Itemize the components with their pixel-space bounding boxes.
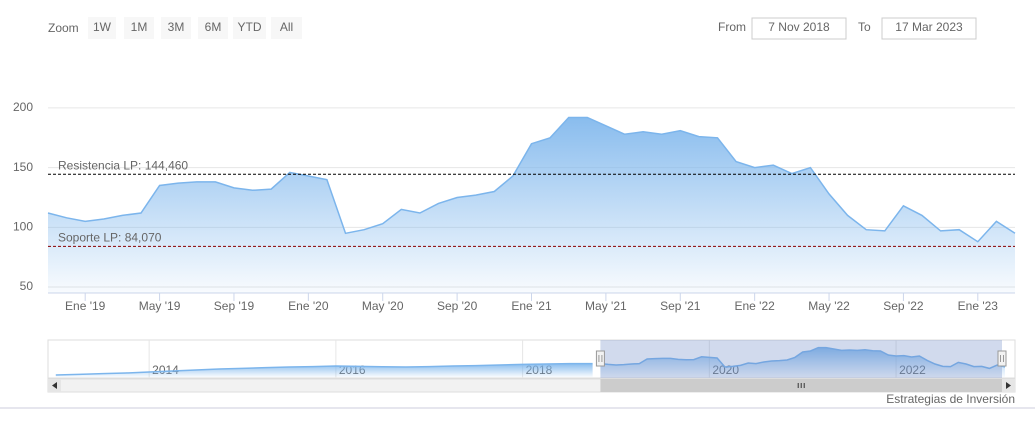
navigator-line: [600, 346, 1006, 370]
navigator-mask: [600, 340, 1002, 378]
y-tick-label: 100: [13, 219, 33, 233]
plot-line-label: Resistencia LP: 144,460: [58, 158, 188, 172]
zoom-button[interactable]: [271, 17, 302, 39]
zoom-button[interactable]: [124, 17, 154, 39]
from-label: From: [718, 20, 746, 34]
y-tick-label: 150: [13, 160, 33, 174]
zoom-button-label[interactable]: 1W: [93, 20, 112, 34]
x-tick-label: May '21: [585, 299, 627, 313]
credits: Estrategias de Inversión: [886, 392, 1015, 406]
zoom-button[interactable]: [198, 17, 228, 39]
navigator-area: [600, 347, 1005, 377]
scrollbar-grip: [797, 383, 805, 388]
line: [47, 116, 1016, 243]
plot-line-label: Soporte LP: 84,070: [58, 231, 162, 245]
x-tick-label: Sep '22: [883, 299, 924, 313]
handle-grip: [598, 355, 603, 362]
x-tick-label: Ene '19: [65, 299, 106, 313]
x-tick-label: Ene '20: [288, 299, 329, 313]
y-tick-label: 50: [20, 279, 34, 293]
zoom-button-label[interactable]: YTD: [238, 20, 262, 34]
x-tick-label: May '22: [808, 299, 850, 313]
y-tick-label: 200: [13, 100, 33, 114]
zoom-button-label[interactable]: All: [280, 20, 293, 34]
from-value[interactable]: 7 Nov 2018: [768, 20, 830, 34]
arrow-left: [52, 382, 57, 389]
x-tick-label: May '19: [139, 299, 181, 313]
from-input[interactable]: [751, 17, 847, 40]
handle-grip: [1000, 355, 1004, 362]
x-tick-label: Sep '21: [660, 299, 701, 313]
zoom-button[interactable]: [161, 17, 191, 39]
to-input[interactable]: [881, 17, 977, 40]
x-tick-label: Sep '19: [214, 299, 255, 313]
to-label: To: [858, 20, 871, 34]
x-tick-label: Ene '21: [511, 299, 552, 313]
zoom-button[interactable]: [88, 17, 116, 39]
zoom-label: Zoom: [48, 21, 79, 35]
to-value[interactable]: 17 Mar 2023: [895, 20, 963, 34]
zoom-button-label[interactable]: 3M: [168, 20, 185, 34]
zoom-button[interactable]: [233, 17, 266, 39]
x-tick-label: May '20: [362, 299, 404, 313]
x-tick-label: Ene '23: [958, 299, 999, 313]
navigator-handle[interactable]: [595, 350, 605, 367]
area: [48, 117, 1015, 293]
navigator-area: [55, 363, 593, 377]
navigator-handle[interactable]: [997, 350, 1007, 367]
x-tick-label: Ene '22: [734, 299, 775, 313]
zoom-button-label[interactable]: 6M: [205, 20, 222, 34]
zoom-button-label[interactable]: 1M: [131, 20, 148, 34]
navigator-line: [55, 362, 593, 376]
arrow-right: [1006, 382, 1011, 389]
x-tick-label: Sep '20: [437, 299, 478, 313]
